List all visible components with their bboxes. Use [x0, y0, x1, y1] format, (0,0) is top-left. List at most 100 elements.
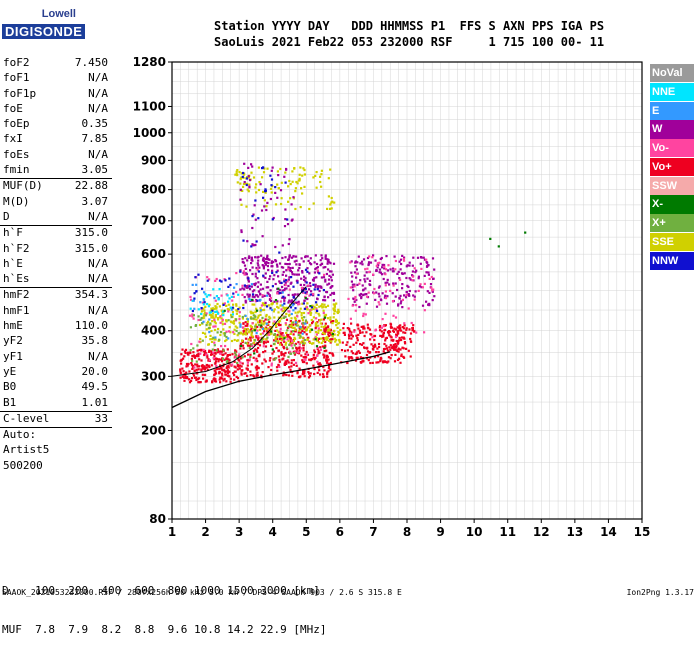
echo-point — [262, 171, 266, 174]
echo-point — [264, 276, 267, 279]
param-row: Auto: — [0, 428, 112, 443]
echo-point — [405, 276, 408, 280]
echo-point — [205, 295, 209, 298]
echo-point — [195, 283, 198, 286]
echo-point — [401, 254, 404, 257]
echo-point — [258, 319, 262, 322]
echo-point — [260, 254, 263, 257]
echo-point — [261, 316, 264, 319]
echo-point — [385, 347, 389, 350]
echo-point — [261, 309, 264, 312]
echo-point — [261, 287, 265, 290]
echo-point — [241, 369, 244, 372]
echo-point — [383, 267, 386, 270]
echo-point — [312, 364, 315, 367]
echo-point — [277, 174, 280, 177]
echo-point — [400, 300, 403, 303]
echo-point — [366, 267, 369, 270]
echo-point — [181, 375, 184, 378]
echo-point — [291, 304, 294, 307]
echo-point — [397, 340, 400, 343]
echo-point — [323, 326, 326, 329]
param-key: yE — [3, 364, 17, 378]
echo-point — [304, 356, 307, 359]
echo-point — [193, 292, 196, 295]
echo-point — [322, 365, 325, 369]
echo-point — [284, 256, 287, 259]
echo-point — [253, 303, 256, 306]
echo-point — [257, 338, 260, 341]
echo-point — [315, 345, 319, 348]
echo-point — [299, 331, 302, 334]
echo-point — [388, 334, 391, 337]
echo-point — [274, 324, 278, 327]
echo-point — [405, 347, 408, 350]
echo-point — [258, 353, 261, 356]
echo-point — [279, 341, 283, 345]
echo-point — [242, 326, 245, 329]
echo-point — [327, 362, 331, 365]
echo-point — [319, 329, 323, 332]
echo-point — [272, 278, 275, 281]
echo-point — [285, 274, 288, 277]
echo-point — [200, 312, 203, 316]
echo-point — [241, 317, 244, 320]
echo-point — [243, 372, 246, 375]
echo-point — [392, 339, 395, 342]
echo-point — [383, 342, 386, 346]
echo-point — [213, 318, 216, 322]
echo-point — [309, 257, 312, 260]
echo-point — [270, 362, 273, 365]
echo-point — [308, 358, 311, 361]
param-key: foEs — [3, 147, 30, 161]
echo-point — [250, 332, 253, 335]
echo-point — [289, 368, 292, 371]
echo-point — [251, 295, 254, 298]
echo-point — [286, 280, 289, 283]
echo-point — [202, 348, 205, 351]
echo-point — [305, 306, 309, 309]
echo-point — [403, 272, 406, 275]
echo-point — [411, 327, 414, 330]
echo-point — [330, 321, 333, 324]
echo-point — [319, 264, 322, 267]
echo-point — [184, 348, 188, 351]
echo-point — [380, 273, 384, 276]
echo-point — [246, 240, 249, 243]
echo-point — [246, 293, 249, 296]
echo-point — [274, 335, 277, 338]
echo-point — [247, 176, 250, 179]
echo-point — [430, 275, 433, 279]
echo-point — [224, 332, 227, 335]
echo-point — [208, 318, 211, 321]
echo-point — [241, 356, 244, 359]
echo-point — [302, 342, 305, 345]
echo-point — [300, 312, 303, 315]
echo-point — [327, 358, 330, 361]
echo-point — [402, 331, 405, 334]
echo-point — [423, 258, 427, 261]
echo-point — [380, 330, 383, 333]
echo-point — [284, 351, 287, 355]
echo-point — [303, 283, 306, 287]
echo-point — [197, 318, 200, 322]
echo-point — [257, 314, 260, 317]
echo-point — [431, 290, 434, 293]
echo-point — [232, 320, 236, 323]
echo-point — [285, 167, 288, 171]
echo-point — [264, 350, 267, 353]
echo-point — [203, 353, 206, 357]
echo-point — [329, 262, 332, 265]
echo-point — [251, 298, 254, 301]
echo-point — [288, 256, 291, 259]
legend-item-nne: NNE — [650, 82, 694, 101]
echo-point — [244, 337, 248, 340]
echo-point — [216, 331, 219, 334]
echo-point — [281, 289, 284, 292]
echo-point — [199, 381, 202, 384]
echo-point — [315, 267, 318, 270]
echo-point — [312, 353, 315, 356]
echo-point — [288, 238, 291, 241]
echo-point — [301, 319, 304, 322]
echo-point — [279, 330, 282, 333]
